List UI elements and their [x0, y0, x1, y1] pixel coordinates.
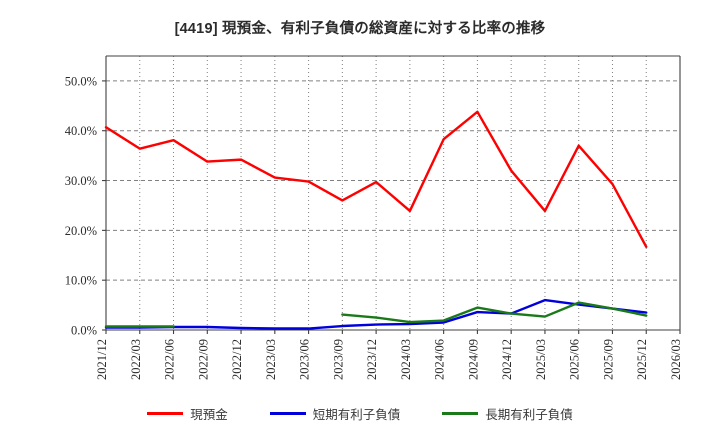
- axis-layer: [102, 55, 681, 334]
- x-tick-label: 2021/12: [95, 339, 109, 380]
- y-tick-label: 40.0%: [65, 124, 97, 138]
- x-tick-label: 2025/06: [568, 339, 582, 380]
- x-tick-label: 2022/09: [196, 339, 210, 380]
- x-tick-label: 2024/06: [433, 339, 447, 380]
- series-line-短期有利子負債: [104, 298, 648, 330]
- legend-entry-3[interactable]: 長期有利子負債: [442, 404, 573, 423]
- x-tick-label: 2024/12: [500, 339, 514, 380]
- x-tick-label: 2026/03: [669, 339, 683, 380]
- legend-entry-1[interactable]: 現預金: [147, 404, 228, 423]
- y-tick-label: 0.0%: [71, 324, 97, 338]
- legend-label: 短期有利子負債: [312, 408, 401, 422]
- x-tick-label: 2024/09: [466, 339, 480, 380]
- series-layer: [104, 110, 648, 330]
- x-tick-label: 2025/03: [534, 339, 548, 380]
- y-tick-label: 20.0%: [65, 224, 97, 238]
- legend-swatch-long-debt: [442, 412, 479, 415]
- series-line-現預金: [104, 110, 648, 249]
- legend-label: 現預金: [190, 408, 228, 422]
- x-tick-label: 2024/03: [399, 339, 413, 380]
- x-tick-label: 2022/12: [230, 339, 244, 380]
- x-tick-label: 2025/12: [635, 339, 649, 380]
- chart-title: [4419] 現預金、有利子負債の総資産に対する比率の推移: [174, 21, 546, 37]
- series-line-長期有利子負債: [341, 301, 648, 324]
- legend-entry-2[interactable]: 短期有利子負債: [269, 404, 401, 423]
- legend-swatch-cash: [147, 412, 184, 415]
- x-tick-label: 2023/09: [331, 339, 345, 380]
- y-tick-label: 10.0%: [65, 274, 97, 288]
- chart-legend: 現預金 短期有利子負債 長期有利子負債: [0, 404, 720, 423]
- y-axis-tick-labels: 0.0% 10.0% 20.0% 30.0% 40.0% 50.0%: [65, 74, 97, 337]
- x-tick-label: 2025/09: [601, 339, 615, 380]
- x-tick-label: 2023/12: [365, 339, 379, 380]
- x-tick-label: 2023/06: [298, 339, 312, 380]
- y-tick-label: 30.0%: [65, 174, 97, 188]
- grid-layer: [105, 56, 681, 330]
- x-tick-label: 2023/03: [264, 339, 278, 380]
- y-tick-label: 50.0%: [65, 74, 97, 88]
- x-tick-label: 2022/03: [129, 339, 143, 380]
- x-axis-tick-labels: 2021/12 2022/03 2022/06 2022/09 2022/12 2023/…: [95, 339, 683, 380]
- x-tick-label: 2022/06: [163, 339, 177, 380]
- legend-label: 長期有利子負債: [485, 408, 573, 422]
- legend-swatch-short-debt: [269, 412, 306, 415]
